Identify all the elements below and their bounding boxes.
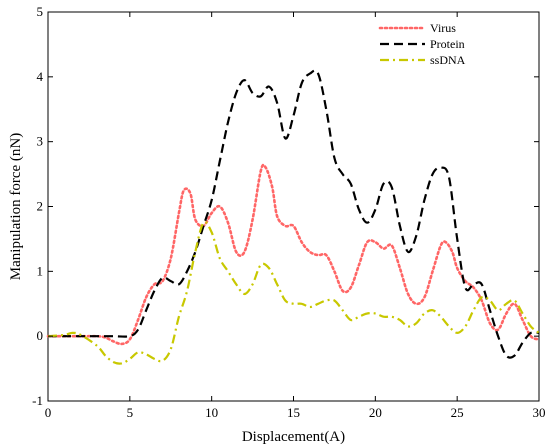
y-tick-label: 4 [37, 69, 44, 84]
y-tick-label: 0 [37, 328, 44, 343]
y-axis-label: Manipulation force (nN) [8, 133, 24, 280]
series-line-ssdna [47, 220, 540, 365]
series-line-virus [46, 163, 541, 346]
y-tick-label: 1 [37, 263, 44, 278]
series-line-protein [48, 69, 540, 359]
x-axis-label: Displacement(A) [242, 429, 345, 445]
x-tick-label: 20 [369, 405, 382, 420]
legend-label-ssdna: ssDNA [430, 53, 466, 67]
y-tick-label: -1 [32, 393, 43, 408]
plot-frame [47, 11, 540, 402]
legend-label-virus: Virus [430, 21, 456, 35]
legend-label-protein: Protein [430, 37, 465, 51]
x-tick-label: 10 [205, 405, 218, 420]
x-tick-label: 0 [45, 405, 52, 420]
x-tick-label: 30 [533, 405, 546, 420]
x-tick-label: 25 [451, 405, 464, 420]
x-tick-label: 5 [127, 405, 134, 420]
y-tick-label: 5 [37, 4, 44, 19]
y-tick-label: 2 [37, 199, 44, 214]
y-tick-label: 3 [37, 134, 44, 149]
x-tick-label: 15 [287, 405, 300, 420]
